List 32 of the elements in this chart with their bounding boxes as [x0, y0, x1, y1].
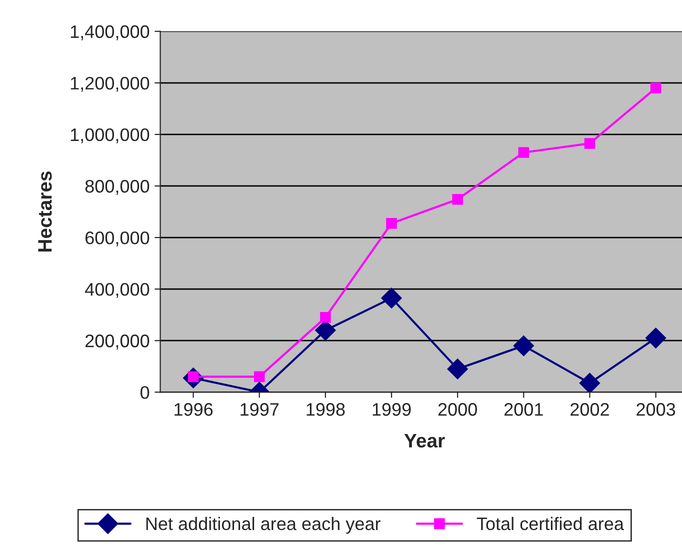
- x-tick-label: 1997: [240, 403, 279, 416]
- y-tick-label: 200,000: [86, 334, 150, 350]
- y-tick-label: 600,000: [86, 231, 150, 246]
- x-tick-label: 1998: [306, 403, 345, 416]
- point: [320, 312, 331, 323]
- y-tick-label: 400,000: [85, 283, 150, 298]
- x-tick-label: 2000: [438, 403, 477, 416]
- y-tick-label: 800,000: [85, 180, 150, 195]
- point: [579, 372, 600, 392]
- point: [518, 147, 530, 158]
- y-tick-label: 1,400,000: [70, 25, 150, 40]
- point: [452, 194, 463, 205]
- x-tick-label: 2002: [570, 403, 609, 416]
- point: [447, 358, 468, 380]
- y-tick-label: 1,200,000: [70, 76, 150, 92]
- y-tick-label: 0: [140, 386, 150, 399]
- point: [645, 328, 666, 348]
- point: [513, 335, 534, 356]
- point: [254, 371, 265, 382]
- legend-label: Net additional area each year: [146, 516, 380, 534]
- x-tick-label: 1996: [174, 403, 213, 416]
- point: [381, 288, 402, 308]
- point: [650, 82, 662, 94]
- x-tick-label: 2001: [504, 403, 543, 416]
- point: [386, 218, 397, 229]
- legend-label: Total certified area: [476, 516, 624, 530]
- x-tick-label: 1999: [372, 403, 411, 416]
- point: [584, 138, 596, 149]
- y-tick-label: 1,000,000: [70, 128, 150, 144]
- y-axis-title: Hectares: [38, 171, 52, 252]
- x-axis-title: Year: [404, 434, 445, 448]
- x-tick-label: 2003: [636, 403, 676, 416]
